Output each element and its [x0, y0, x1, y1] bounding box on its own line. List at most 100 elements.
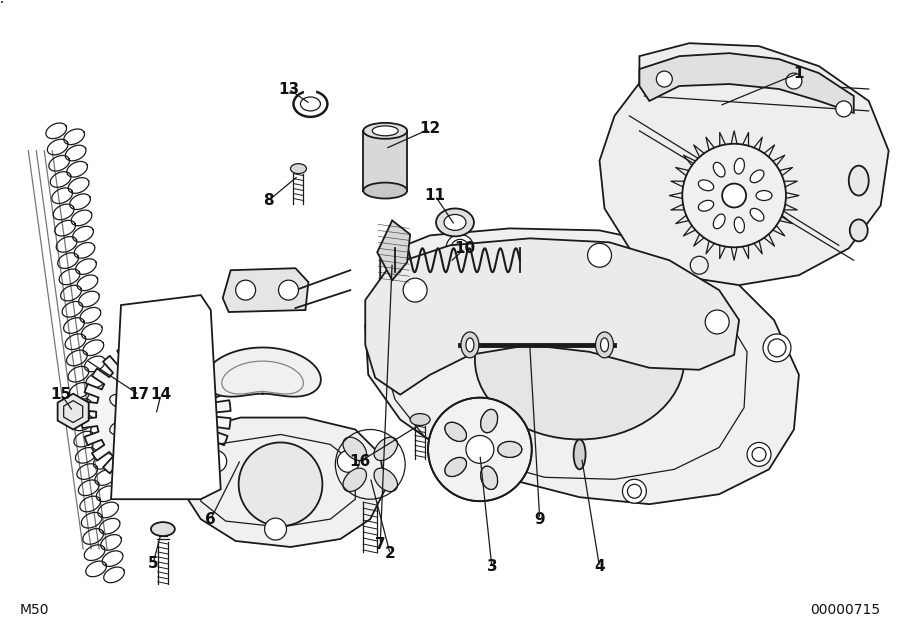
- Ellipse shape: [573, 439, 586, 469]
- Circle shape: [747, 443, 771, 466]
- Polygon shape: [111, 295, 220, 499]
- Ellipse shape: [481, 410, 498, 432]
- Circle shape: [446, 234, 474, 262]
- Circle shape: [706, 310, 729, 334]
- Ellipse shape: [445, 457, 466, 476]
- Text: 12: 12: [419, 121, 441, 137]
- Ellipse shape: [364, 123, 407, 139]
- Circle shape: [722, 184, 746, 208]
- Ellipse shape: [151, 522, 175, 536]
- Text: 15: 15: [50, 387, 72, 402]
- Text: 6: 6: [205, 512, 216, 526]
- Circle shape: [386, 286, 414, 314]
- Ellipse shape: [156, 441, 169, 463]
- Ellipse shape: [481, 410, 498, 432]
- Polygon shape: [81, 340, 230, 489]
- Ellipse shape: [374, 437, 398, 460]
- Ellipse shape: [750, 208, 764, 221]
- Ellipse shape: [444, 215, 466, 231]
- Ellipse shape: [291, 164, 306, 173]
- Polygon shape: [204, 347, 321, 397]
- Ellipse shape: [734, 158, 744, 174]
- Ellipse shape: [110, 420, 130, 434]
- Polygon shape: [222, 268, 309, 312]
- Ellipse shape: [110, 394, 130, 409]
- Text: 16: 16: [350, 454, 371, 469]
- Circle shape: [238, 443, 322, 526]
- Ellipse shape: [475, 280, 684, 439]
- Polygon shape: [639, 53, 854, 113]
- Ellipse shape: [750, 170, 764, 183]
- Polygon shape: [599, 43, 888, 285]
- Ellipse shape: [183, 408, 205, 421]
- Ellipse shape: [445, 422, 466, 441]
- Text: 14: 14: [150, 387, 172, 402]
- Ellipse shape: [756, 190, 772, 201]
- Text: 9: 9: [535, 512, 545, 526]
- Circle shape: [763, 334, 791, 362]
- Ellipse shape: [343, 468, 366, 491]
- Ellipse shape: [436, 208, 474, 236]
- Text: 13: 13: [278, 81, 299, 97]
- Circle shape: [623, 479, 646, 503]
- Circle shape: [403, 278, 427, 302]
- Text: M50: M50: [19, 603, 49, 617]
- Text: 1: 1: [794, 65, 805, 81]
- Ellipse shape: [176, 382, 194, 399]
- Circle shape: [236, 280, 256, 300]
- Text: 5: 5: [148, 556, 158, 572]
- Circle shape: [656, 71, 672, 87]
- Ellipse shape: [498, 441, 522, 457]
- Polygon shape: [183, 418, 385, 547]
- Text: 11: 11: [425, 188, 446, 203]
- Ellipse shape: [466, 338, 474, 352]
- Circle shape: [786, 73, 802, 89]
- Ellipse shape: [445, 457, 466, 476]
- Circle shape: [428, 398, 532, 501]
- Circle shape: [466, 436, 494, 464]
- Ellipse shape: [714, 163, 725, 177]
- Text: 4: 4: [594, 559, 605, 575]
- Ellipse shape: [461, 332, 479, 358]
- Ellipse shape: [698, 180, 714, 190]
- Ellipse shape: [481, 466, 498, 490]
- Polygon shape: [365, 238, 739, 395]
- Ellipse shape: [849, 166, 868, 196]
- Ellipse shape: [343, 437, 366, 460]
- Ellipse shape: [498, 441, 522, 457]
- Text: 17: 17: [129, 387, 149, 402]
- Ellipse shape: [481, 466, 498, 490]
- Ellipse shape: [410, 413, 430, 425]
- Circle shape: [588, 243, 611, 267]
- Circle shape: [265, 518, 286, 540]
- Circle shape: [836, 101, 851, 117]
- Polygon shape: [365, 229, 799, 504]
- Ellipse shape: [714, 214, 725, 229]
- Circle shape: [278, 280, 299, 300]
- Ellipse shape: [734, 217, 744, 233]
- Ellipse shape: [596, 332, 614, 358]
- Ellipse shape: [176, 431, 194, 448]
- Circle shape: [685, 251, 713, 279]
- Text: 00000715: 00000715: [811, 603, 881, 617]
- Ellipse shape: [129, 371, 145, 392]
- Polygon shape: [377, 220, 410, 280]
- Circle shape: [338, 450, 359, 472]
- Ellipse shape: [373, 126, 398, 136]
- Polygon shape: [364, 131, 407, 190]
- Ellipse shape: [156, 366, 169, 388]
- Circle shape: [682, 144, 786, 247]
- Text: 7: 7: [375, 537, 385, 552]
- Text: 3: 3: [487, 559, 497, 575]
- Text: 10: 10: [454, 241, 475, 256]
- Polygon shape: [58, 394, 89, 429]
- Ellipse shape: [129, 438, 145, 457]
- Text: 8: 8: [263, 193, 274, 208]
- Circle shape: [205, 450, 227, 472]
- Ellipse shape: [698, 200, 714, 211]
- Text: 2: 2: [385, 547, 396, 561]
- Ellipse shape: [445, 422, 466, 441]
- Ellipse shape: [374, 468, 398, 491]
- Ellipse shape: [600, 338, 608, 352]
- Ellipse shape: [850, 220, 868, 241]
